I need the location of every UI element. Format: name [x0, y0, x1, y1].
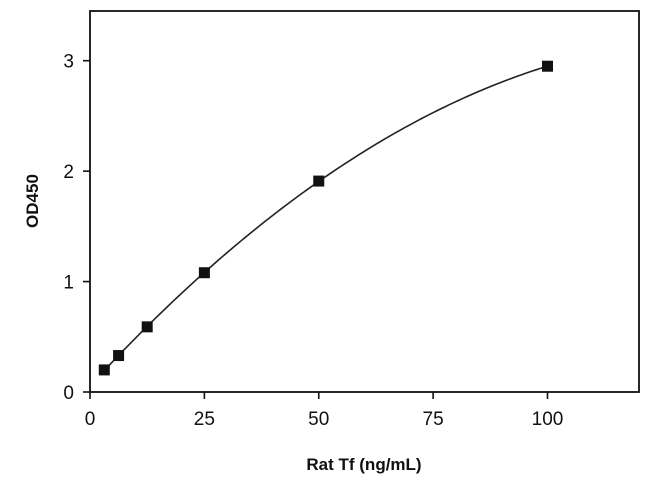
data-point	[542, 60, 553, 72]
y-tick-label: 1	[63, 273, 74, 294]
fit-curve-line	[103, 65, 548, 372]
plot-frame	[89, 10, 640, 393]
data-point	[313, 175, 325, 187]
data-point	[141, 321, 153, 333]
data-points	[98, 60, 553, 376]
data-point	[98, 364, 110, 376]
y-tick-label: 2	[63, 162, 74, 183]
data-point	[198, 267, 210, 279]
x-tick-label: 100	[532, 409, 564, 430]
y-axis-title: OD450	[23, 174, 42, 228]
data-point	[113, 350, 125, 362]
y-tick-label: 0	[63, 383, 74, 404]
x-tick-label: 50	[308, 409, 329, 430]
x-tick-label: 25	[194, 409, 215, 430]
y-tick-label: 3	[63, 52, 74, 73]
y-axis: 0 1 2 3	[63, 52, 90, 404]
x-axis-title: Rat Tf (ng/mL)	[306, 455, 421, 474]
x-axis: 0 25 50 75 100	[85, 392, 564, 430]
x-tick-label: 75	[423, 409, 444, 430]
x-tick-label: 0	[85, 409, 96, 430]
